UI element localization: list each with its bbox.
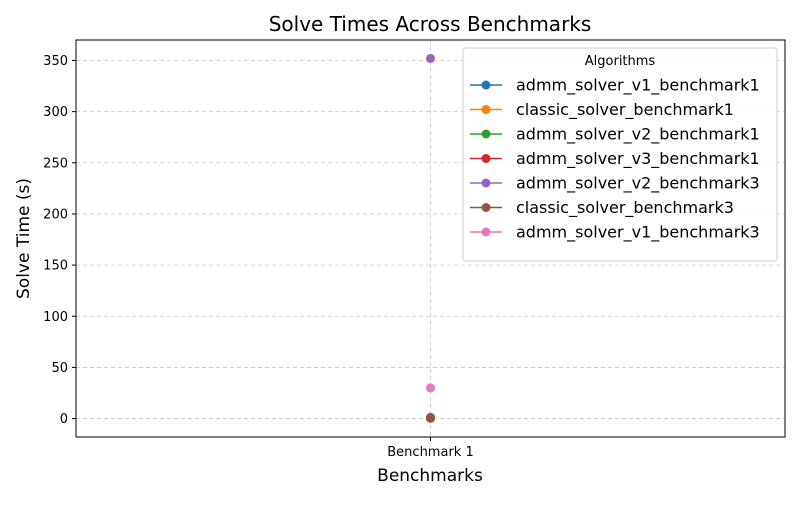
legend-item: admm_solver_v1_benchmark1 xyxy=(470,76,760,96)
legend-label: admm_solver_v2_benchmark1 xyxy=(516,125,760,145)
chart-title: Solve Times Across Benchmarks xyxy=(269,12,592,36)
legend-items: admm_solver_v1_benchmark1 classic_solver_… xyxy=(470,76,760,243)
legend-label: admm_solver_v3_benchmark1 xyxy=(516,149,760,169)
data-point xyxy=(426,413,435,423)
legend-box xyxy=(462,47,778,262)
legend-marker xyxy=(481,129,491,139)
legend-label: classic_solver_benchmark3 xyxy=(516,198,734,218)
y-tick-label: 50 xyxy=(51,361,68,376)
legend-item: classic_solver_benchmark1 xyxy=(470,100,734,120)
data-point xyxy=(426,383,435,393)
legend-marker xyxy=(481,154,491,163)
legend-label: classic_solver_benchmark1 xyxy=(516,100,734,120)
legend-marker xyxy=(481,203,491,212)
legend: Algorithms admm_solver_v1_benchmark1clas… xyxy=(462,47,778,262)
series-layer xyxy=(426,53,435,423)
y-tick-label: 300 xyxy=(43,105,68,120)
x-tick-label: Benchmark 1 xyxy=(387,445,473,460)
legend-item: admm_solver_v2_benchmark3 xyxy=(470,174,760,194)
y-tick-label: 0 xyxy=(60,412,68,427)
y-tick-label: 100 xyxy=(43,310,68,325)
legend-item: classic_solver_benchmark3 xyxy=(470,198,734,218)
legend-label: admm_solver_v2_benchmark3 xyxy=(516,174,760,194)
y-tick-label: 200 xyxy=(43,207,68,222)
y-axis-label: Solve Time (s) xyxy=(14,178,34,299)
legend-item: admm_solver_v1_benchmark3 xyxy=(470,223,760,243)
legend-label: admm_solver_v1_benchmark1 xyxy=(516,76,760,96)
y-tick-label: 250 xyxy=(43,156,68,171)
y-tick-label: 350 xyxy=(43,54,68,69)
legend-marker xyxy=(481,80,491,90)
legend-title: Algorithms xyxy=(585,54,656,69)
y-tick-label: 150 xyxy=(43,259,68,274)
legend-label: admm_solver_v1_benchmark3 xyxy=(516,223,760,243)
legend-marker xyxy=(481,227,491,237)
legend-item: admm_solver_v3_benchmark1 xyxy=(470,149,760,169)
x-axis-ticks: Benchmark 1 xyxy=(387,437,474,460)
x-axis-label: Benchmarks xyxy=(377,466,483,486)
legend-marker xyxy=(481,178,491,188)
y-axis-ticks: 0 50 100 150 200 250 300 350 xyxy=(43,54,76,427)
legend-item: admm_solver_v2_benchmark1 xyxy=(470,125,760,145)
data-point xyxy=(426,53,435,63)
legend-marker xyxy=(481,105,491,114)
